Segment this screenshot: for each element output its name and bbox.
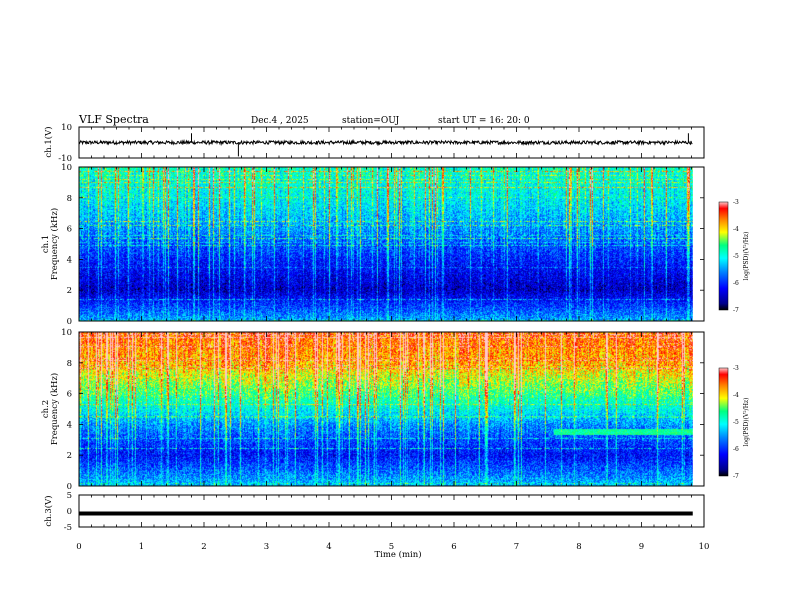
- ch2-colorbar-tick: -4: [733, 392, 739, 399]
- ch1-colorbar: -3 -4 -5 -6 -7 log(PSD)(V²/Hz): [718, 199, 750, 314]
- x-tick-label: 4: [326, 542, 331, 552]
- x-tick-label: 10: [699, 542, 710, 552]
- ch1-colorbar-tick: -7: [733, 307, 739, 314]
- ch2-colorbar-gradient: [718, 367, 729, 477]
- ch1-colorbar-tick: -4: [733, 226, 739, 233]
- ch2-spectrogram-image: [79, 332, 693, 486]
- ch1-spectrogram-image: [79, 167, 693, 321]
- ch2-colorbar-tick: -3: [733, 365, 739, 372]
- ch2-colorbar-label: log(PSD)(V²/Hz): [743, 398, 750, 447]
- ch3-ytick-mid: 0: [67, 507, 72, 517]
- chart-title: VLF Spectra: [78, 113, 149, 126]
- ch2-colorbar-tick: -7: [733, 473, 739, 480]
- ch1-ytick-top: 10: [61, 123, 72, 133]
- ch1-spectrogram-ylabel-channel: ch.1: [41, 235, 51, 253]
- x-tick-label: 0: [76, 542, 81, 552]
- ch2-spectrogram-ylabel-channel: ch.2: [41, 400, 51, 418]
- ch1-spectrogram-panel: 0 2 4 6 8 10 ch.1 Frequency (kHz) -3 -4 -5 -6 -7 …: [41, 163, 750, 327]
- ch1-waveform-ylabel: ch.1(V): [43, 126, 54, 157]
- ch2-spectrogram-ytick-label: 4: [67, 420, 72, 430]
- x-tick-label: 2: [201, 542, 206, 552]
- ch3-ytick-bottom: -5: [64, 523, 72, 533]
- ch2-spectrogram-ytick-label: 2: [67, 451, 72, 461]
- ch2-spectrogram-ytick-label: 10: [61, 328, 72, 338]
- x-tick-label: 9: [639, 542, 644, 552]
- ch1-spectrogram-ytick-label: 10: [61, 163, 72, 173]
- ch1-spectrogram-ytick-label: 6: [67, 225, 72, 235]
- x-axis-label: Time (min): [374, 549, 421, 560]
- start-ut-label: start UT = 16: 20: 0: [438, 116, 530, 126]
- ch1-ytick-bottom: -10: [58, 154, 72, 164]
- x-tick-label: 6: [451, 542, 456, 552]
- ch1-spectrogram-ytick-label: 0: [67, 317, 72, 327]
- ch3-ytick-top: 5: [67, 491, 72, 501]
- ch2-spectrogram-panel: 0 2 4 6 8 10 ch.2 Frequency (kHz) -3 -4 -5 -6 -7 …: [41, 328, 750, 492]
- date-label: Dec.4 , 2025: [251, 116, 309, 126]
- ch1-spectrogram-ytick-label: 4: [67, 255, 72, 265]
- x-tick-label: 7: [514, 542, 519, 552]
- ch1-spectrogram-ylabel-frequency: Frequency (kHz): [49, 208, 60, 280]
- ch1-waveform-trace: [78, 133, 693, 157]
- ch1-colorbar-tick: -5: [733, 253, 739, 260]
- ch2-colorbar-tick: -5: [733, 419, 739, 426]
- ch1-colorbar-gradient: [718, 201, 729, 311]
- ch2-spectrogram-ylabel-frequency: Frequency (kHz): [49, 373, 60, 445]
- ch3-waveform-ylabel: ch.3(V): [43, 495, 54, 526]
- ch2-spectrogram-ytick-label: 8: [67, 359, 72, 369]
- ch1-colorbar-tick: -3: [733, 199, 739, 206]
- x-tick-label: 5: [389, 542, 394, 552]
- ch1-spectrogram-ytick-label: 2: [67, 286, 72, 296]
- ch3-waveform-panel: 5 0 -5 ch.3(V): [43, 491, 705, 533]
- x-tick-label: 3: [264, 542, 269, 552]
- ch2-colorbar-tick: -6: [733, 446, 739, 453]
- ch1-spectrogram-ytick-label: 8: [67, 194, 72, 204]
- x-tick-label: 8: [576, 542, 581, 552]
- ch1-colorbar-label: log(PSD)(V²/Hz): [743, 232, 750, 281]
- ch2-spectrogram-ytick-label: 6: [67, 390, 72, 400]
- ch2-colorbar: -3 -4 -5 -6 -7 log(PSD)(V²/Hz): [718, 365, 750, 480]
- x-tick-label: 1: [139, 542, 144, 552]
- ch2-spectrogram-ytick-label: 0: [67, 482, 72, 492]
- ch1-colorbar-tick: -6: [733, 280, 739, 287]
- station-label: station=OUJ: [342, 116, 400, 126]
- ch1-waveform-panel: 10 -10 ch.1(V): [43, 123, 705, 164]
